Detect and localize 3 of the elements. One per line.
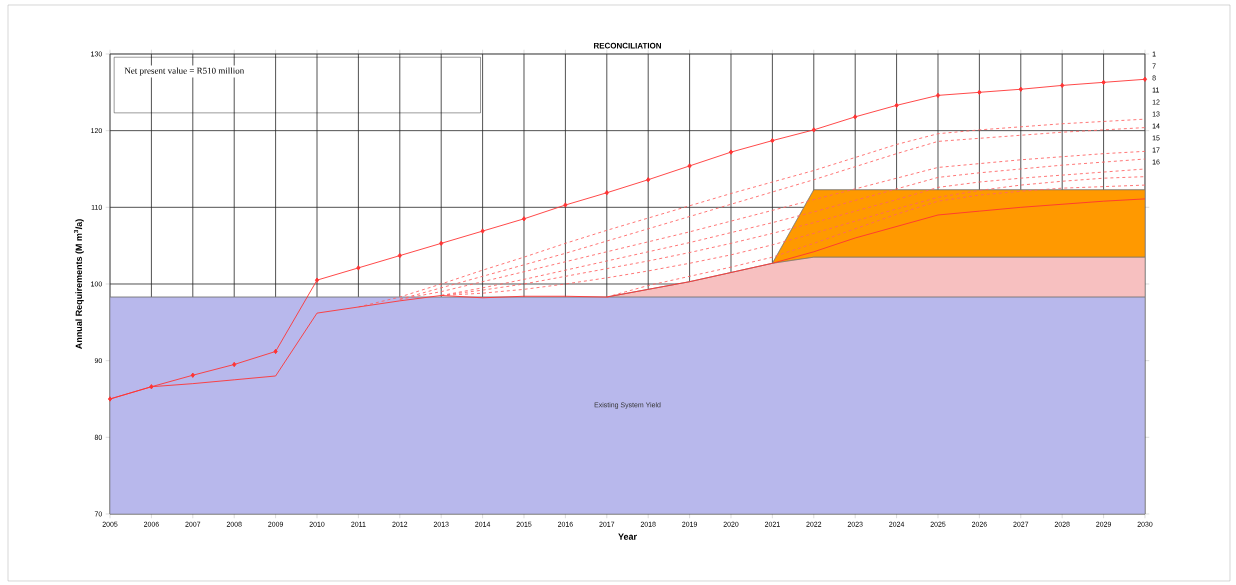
annotation: Net present value = R510 million bbox=[124, 67, 245, 76]
y-axis-title: Annual Requirements (M m$^{3}$/a) bbox=[73, 219, 84, 349]
x-axis-title: Year bbox=[618, 533, 637, 540]
